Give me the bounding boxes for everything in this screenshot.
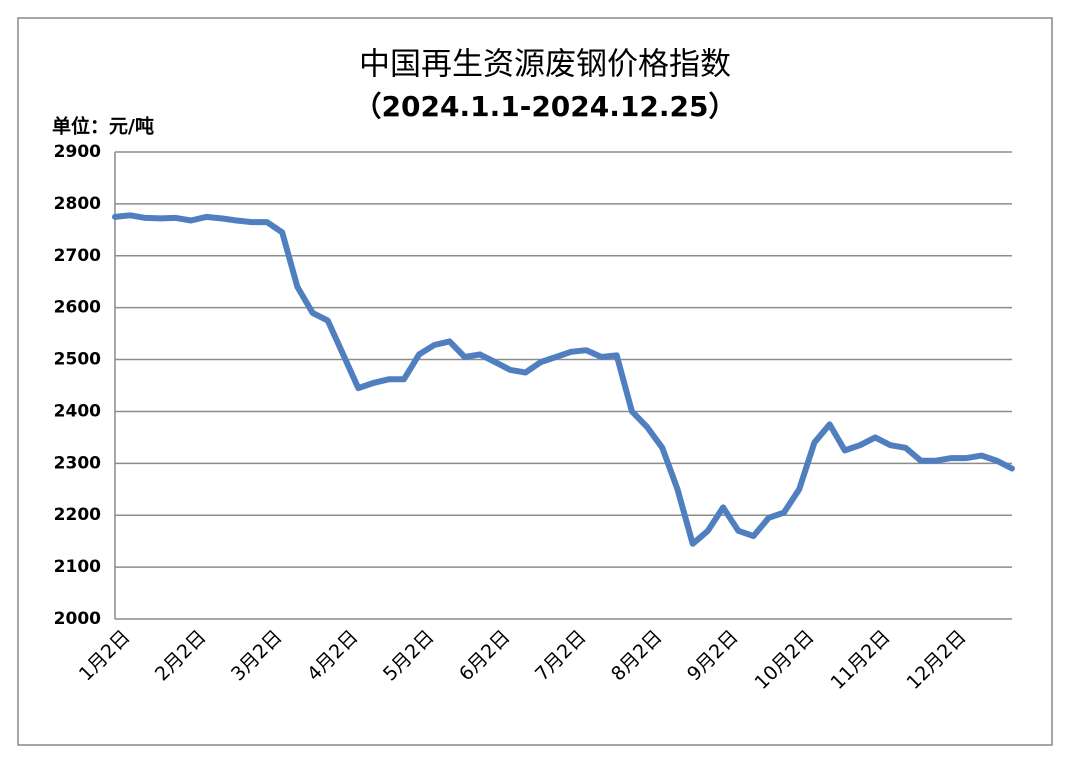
- y-tick-label: 2300: [54, 453, 101, 473]
- chart-frame: [17, 17, 1053, 746]
- y-tick-label: 2100: [54, 557, 101, 577]
- y-tick-label: 2900: [54, 142, 101, 162]
- y-tick-label: 2400: [54, 401, 101, 421]
- data-line: [112, 212, 1015, 547]
- y-tick-label: 2600: [54, 298, 101, 318]
- chart-title: 中国再生资源废钢价格指数: [359, 47, 731, 83]
- y-axis-label: 单位：元/吨: [52, 115, 154, 138]
- y-tick-label: 2800: [54, 194, 101, 214]
- y-tick-label: 2200: [54, 505, 101, 525]
- y-tick-label: 2000: [54, 609, 101, 629]
- chart-subtitle: （2024.1.1-2024.12.25）: [354, 90, 737, 123]
- y-tick-label: 2500: [54, 350, 101, 370]
- y-tick-label: 2700: [54, 246, 101, 266]
